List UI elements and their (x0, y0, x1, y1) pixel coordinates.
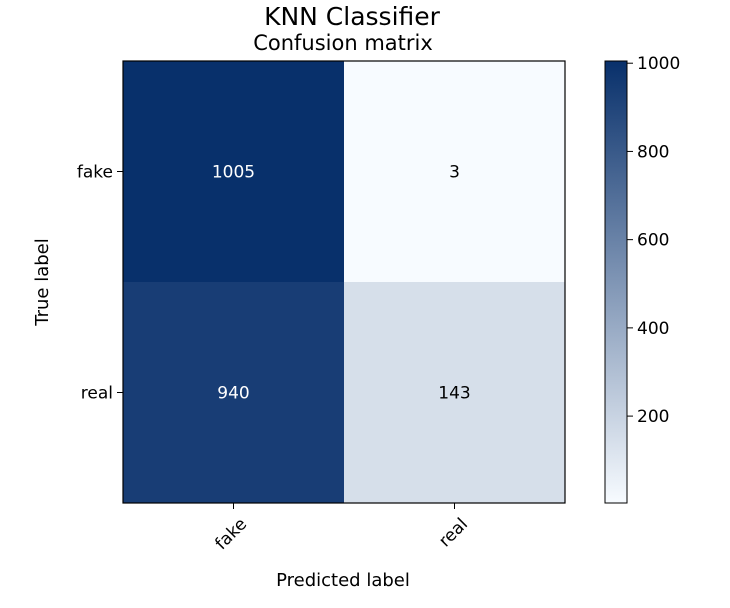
plot-frame (122, 60, 566, 504)
heatmap-cell (344, 61, 565, 282)
chart-title: Confusion matrix (253, 31, 433, 55)
y-tick-label: real (81, 384, 113, 404)
y-axis-ticks: fake real (77, 163, 123, 404)
y-tick-label: fake (77, 163, 113, 183)
colorbar-tick-label: 1000 (637, 54, 680, 74)
heatmap-cell (344, 282, 565, 503)
colorbar-tick-label: 200 (637, 407, 669, 427)
colorbar-tick-label: 600 (637, 231, 669, 251)
colorbar (604, 60, 628, 504)
cell-value-label: 143 (438, 384, 470, 404)
heatmap-cell-labels: 1005 3 940 143 (212, 163, 471, 404)
x-tick-label: real (435, 514, 472, 551)
cell-value-label: 3 (449, 163, 460, 183)
cell-value-label: 1005 (212, 163, 255, 183)
cell-value-label: 940 (217, 384, 249, 404)
x-axis-ticks: fake real (211, 503, 472, 554)
x-tick-label: fake (211, 514, 251, 554)
chart-suptitle: KNN Classifier (264, 2, 441, 31)
y-axis-label: True label (32, 238, 53, 327)
x-axis-label: Predicted label (276, 570, 410, 591)
colorbar-tick-label: 400 (637, 319, 669, 339)
heatmap-cell (123, 282, 344, 503)
colorbar-ticks: 200 400 600 800 1000 (627, 54, 680, 427)
colorbar-tick-label: 800 (637, 142, 669, 162)
heatmap-cell (123, 61, 344, 282)
heatmap-cells (123, 61, 565, 503)
